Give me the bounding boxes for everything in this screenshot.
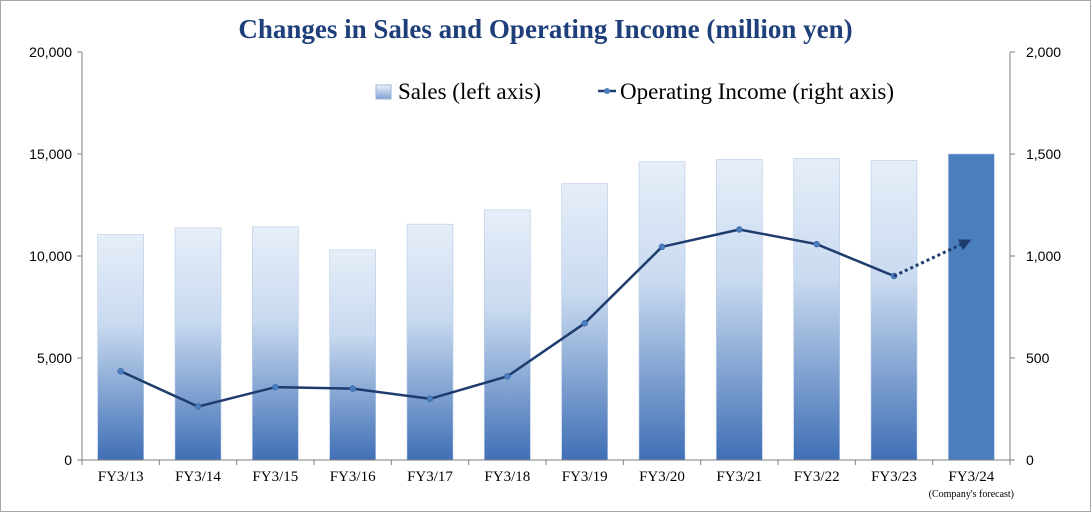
operating-income-point bbox=[117, 368, 124, 375]
sales-bar bbox=[870, 160, 918, 461]
x-axis-category-label: FY3/22 bbox=[794, 469, 840, 485]
x-axis-category-note: (Company's forecast) bbox=[929, 489, 1014, 500]
sales-bar bbox=[793, 158, 840, 461]
right-axis-tick-label: 2,000 bbox=[1026, 44, 1061, 60]
legend-sales-swatch bbox=[375, 84, 392, 100]
x-axis-category-label: FY3/14 bbox=[175, 469, 221, 485]
x-axis-category-label: FY3/23 bbox=[871, 469, 917, 485]
sales-bar bbox=[174, 227, 222, 461]
x-axis-category-label: FY3/16 bbox=[330, 469, 376, 485]
x-axis-category-label: FY3/21 bbox=[716, 469, 762, 485]
operating-income-point bbox=[426, 395, 434, 403]
x-axis-category-label: FY3/19 bbox=[562, 469, 608, 485]
line-series bbox=[117, 226, 972, 410]
left-axis-tick-label: 0 bbox=[64, 452, 72, 468]
operating-income-point bbox=[349, 385, 356, 392]
sales-bar bbox=[252, 226, 299, 461]
x-axis-category-label: FY3/13 bbox=[98, 469, 144, 485]
axes: 0 5,000 10,000 15,000 20,000 0 500 1,000 1,500 2,… bbox=[29, 44, 1061, 468]
legend-income-marker bbox=[604, 88, 610, 94]
sales-bar bbox=[638, 161, 686, 461]
operating-income-forecast-line bbox=[893, 243, 962, 278]
right-axis-tick-label: 1,500 bbox=[1026, 146, 1061, 162]
x-axis-category-label: FY3/17 bbox=[407, 469, 453, 485]
left-axis-tick-label: 5,000 bbox=[37, 350, 72, 366]
operating-income-forecast-arrow bbox=[957, 239, 972, 251]
legend-income-label: Operating Income (right axis) bbox=[620, 79, 894, 104]
sales-bar bbox=[406, 223, 454, 461]
chart-title: Changes in Sales and Operating Income (m… bbox=[238, 14, 853, 44]
left-axis-tick-label: 10,000 bbox=[29, 248, 72, 264]
legend-sales-label: Sales (left axis) bbox=[398, 79, 541, 104]
operating-income-point bbox=[813, 240, 820, 248]
x-axis-category-label: FY3/20 bbox=[639, 469, 685, 485]
operating-income-point bbox=[272, 383, 279, 391]
sales-bar bbox=[97, 234, 144, 461]
x-axis-category-label: FY3/18 bbox=[484, 469, 530, 485]
left-axis-tick-label: 15,000 bbox=[29, 146, 72, 162]
operating-income-point bbox=[658, 243, 666, 251]
operating-income-point bbox=[736, 226, 743, 233]
sales-bar bbox=[329, 249, 376, 461]
x-axis-category-label: FY3/15 bbox=[252, 469, 298, 485]
legend: Sales (left axis) Operating Income (righ… bbox=[375, 79, 894, 104]
left-axis-tick-label: 20,000 bbox=[29, 44, 72, 60]
right-axis-tick-label: 0 bbox=[1026, 452, 1034, 468]
sales-bar bbox=[948, 153, 995, 461]
sales-bar bbox=[484, 209, 531, 461]
operating-income-point bbox=[581, 320, 588, 327]
x-axis-labels: FY3/13 FY3/14 FY3/15 FY3/16 FY3/17 FY3/18 FY3/… bbox=[98, 469, 1014, 500]
operating-income-point bbox=[194, 403, 202, 410]
sales-bar bbox=[716, 159, 763, 461]
operating-income-point bbox=[504, 373, 511, 380]
right-axis-tick-label: 1,000 bbox=[1026, 248, 1061, 264]
x-axis-category-label: FY3/24 bbox=[948, 469, 994, 485]
right-axis-tick-label: 500 bbox=[1026, 350, 1050, 366]
bar-series bbox=[97, 153, 995, 461]
